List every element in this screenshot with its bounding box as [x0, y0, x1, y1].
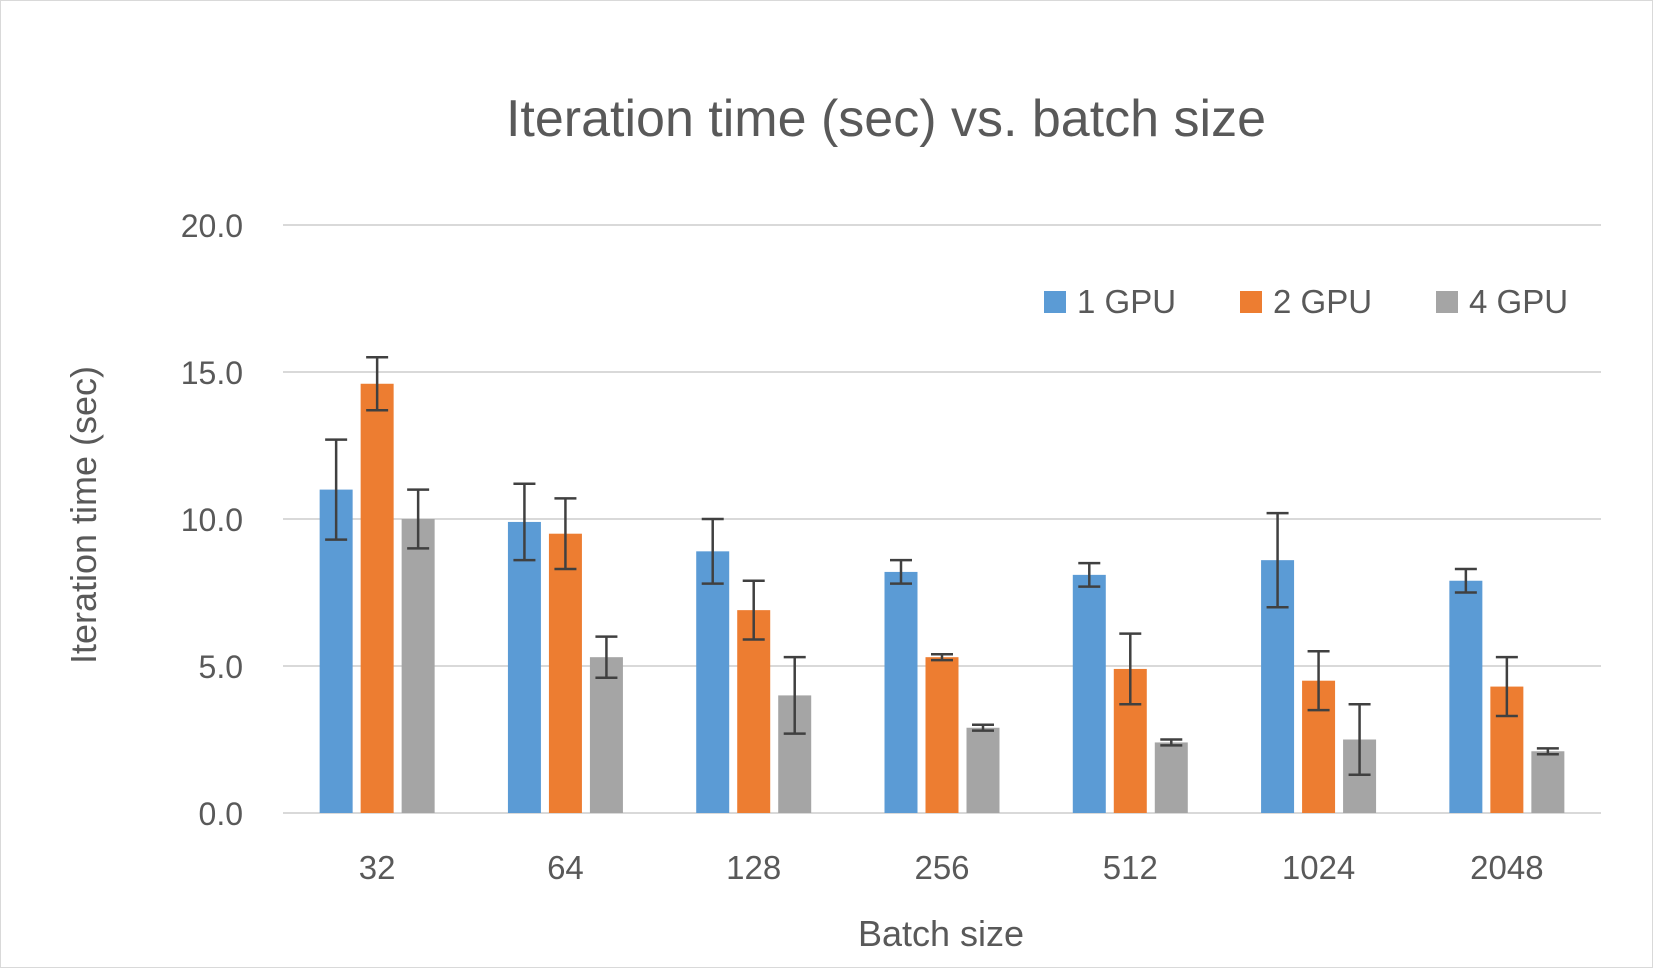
bar: [884, 571, 918, 813]
bar: [1531, 751, 1565, 813]
bar: [507, 521, 541, 813]
legend-label: 4 GPU: [1469, 283, 1568, 320]
x-tick-label: 128: [726, 849, 781, 886]
legend-swatch: [1240, 291, 1262, 313]
bar: [401, 519, 435, 813]
x-tick-label: 512: [1103, 849, 1158, 886]
legend-label: 1 GPU: [1077, 283, 1176, 320]
bar: [966, 727, 1000, 813]
x-tick-label: 32: [359, 849, 396, 886]
legend: 1 GPU 2 GPU 4 GPU: [1044, 283, 1568, 320]
y-tick-label: 15.0: [181, 355, 243, 391]
bar: [360, 383, 394, 813]
bar: [737, 610, 771, 813]
bar: [1449, 580, 1483, 813]
y-tick-labels: 0.0 5.0 10.0 15.0 20.0: [181, 208, 243, 832]
bar: [925, 657, 959, 813]
bar: [696, 551, 730, 813]
x-axis-label: Batch size: [858, 913, 1024, 954]
y-tick-label: 20.0: [181, 208, 243, 244]
bar: [1072, 574, 1106, 813]
bar: [548, 533, 582, 813]
x-tick-label: 2048: [1470, 849, 1543, 886]
y-tick-label: 0.0: [199, 796, 243, 832]
legend-swatch: [1044, 291, 1066, 313]
x-tick-label: 256: [914, 849, 969, 886]
bars: [319, 383, 1565, 813]
bar: [319, 489, 353, 813]
y-axis-label: Iteration time (sec): [63, 366, 104, 664]
chart-title: Iteration time (sec) vs. batch size: [506, 90, 1266, 148]
legend-label: 2 GPU: [1273, 283, 1372, 320]
error-bars: [325, 356, 1559, 777]
y-tick-label: 5.0: [199, 649, 243, 685]
x-tick-label: 1024: [1282, 849, 1355, 886]
x-tick-label: 64: [547, 849, 584, 886]
bar: [1154, 742, 1188, 813]
bar: [589, 657, 623, 813]
x-tick-labels: 32 64 128 256 512 1024 2048: [359, 849, 1544, 886]
y-tick-label: 10.0: [181, 502, 243, 538]
legend-swatch: [1436, 291, 1458, 313]
